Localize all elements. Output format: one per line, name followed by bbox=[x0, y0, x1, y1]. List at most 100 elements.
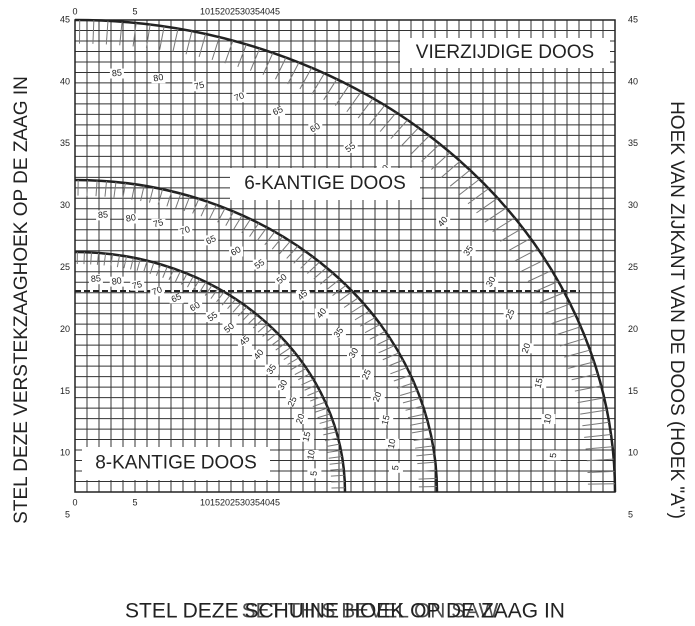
hatch bbox=[105, 20, 109, 45]
angle-label: 55 bbox=[252, 257, 266, 271]
angle-label: 20 bbox=[371, 390, 384, 403]
y-tick-label: 10 bbox=[628, 448, 638, 458]
hatch bbox=[400, 389, 418, 396]
angle-label: 65 bbox=[170, 291, 183, 304]
hatch bbox=[357, 98, 374, 119]
y-tick-label: 30 bbox=[628, 200, 638, 210]
label-bg bbox=[461, 246, 476, 257]
bottom-label: SET THIS BEVEL ON SAW bbox=[242, 600, 499, 623]
y-tick-label: 35 bbox=[628, 138, 638, 148]
angle-label: 85 bbox=[90, 273, 101, 284]
hatch bbox=[159, 26, 165, 50]
arc bbox=[74, 18, 617, 493]
hatch bbox=[405, 405, 424, 411]
angle-label: 5 bbox=[548, 452, 558, 458]
angle-label: 15 bbox=[300, 430, 312, 442]
angle-label: 65 bbox=[271, 104, 284, 117]
hatch bbox=[262, 327, 273, 337]
hatch bbox=[227, 298, 236, 310]
hatch bbox=[249, 222, 260, 237]
hatch bbox=[343, 297, 359, 308]
angle-label: 40 bbox=[314, 306, 328, 320]
hatch bbox=[379, 112, 397, 132]
label-bg bbox=[109, 68, 124, 79]
angle-label: 10 bbox=[305, 449, 317, 461]
hatch bbox=[409, 421, 428, 426]
hatch bbox=[287, 62, 300, 85]
y-tick-label: 40 bbox=[60, 76, 70, 86]
label-bg bbox=[204, 235, 219, 246]
hatch bbox=[162, 266, 168, 278]
hatch bbox=[224, 40, 234, 64]
hatch bbox=[298, 373, 311, 381]
label-bg bbox=[205, 312, 220, 323]
angle-label: 30 bbox=[484, 275, 498, 289]
hatch bbox=[332, 284, 347, 296]
hatch bbox=[349, 303, 365, 315]
hatch bbox=[123, 256, 128, 269]
hatch bbox=[221, 295, 231, 306]
hatch bbox=[119, 21, 123, 46]
angle-label: 60 bbox=[229, 244, 243, 258]
angle-label: 5 bbox=[390, 465, 400, 471]
angle-label: 75 bbox=[152, 217, 164, 229]
hatch bbox=[476, 197, 498, 214]
grid bbox=[74, 19, 616, 493]
hatch bbox=[157, 189, 164, 205]
angle-label: 20 bbox=[520, 342, 533, 355]
hatch bbox=[92, 20, 95, 44]
angle-label: 50 bbox=[222, 321, 236, 335]
label-bg bbox=[130, 280, 145, 291]
angle-label: 75 bbox=[193, 80, 205, 92]
hatch bbox=[103, 253, 107, 266]
hatch bbox=[86, 180, 89, 196]
hatch bbox=[249, 48, 261, 71]
hatch bbox=[580, 409, 607, 415]
label-bg bbox=[388, 462, 403, 473]
angle-label: 25 bbox=[286, 395, 299, 408]
hatch bbox=[317, 413, 331, 419]
label-bg bbox=[109, 276, 124, 287]
hatch bbox=[346, 91, 362, 113]
hatch bbox=[116, 255, 121, 268]
label-bg bbox=[293, 413, 308, 424]
y-tick-label: 25 bbox=[628, 262, 638, 272]
hatch bbox=[122, 182, 126, 199]
label-bg bbox=[252, 349, 267, 360]
hatch bbox=[577, 397, 605, 404]
hatch bbox=[216, 291, 225, 303]
y-tick-label: 45 bbox=[628, 14, 638, 24]
hatch bbox=[323, 431, 337, 436]
hatch bbox=[225, 211, 235, 226]
x-tick-label: 1015202530354045 bbox=[200, 497, 280, 507]
hatch bbox=[136, 258, 141, 271]
label-bg bbox=[532, 378, 547, 389]
hatch bbox=[300, 256, 313, 269]
hatch bbox=[311, 73, 325, 95]
hatch bbox=[283, 352, 296, 361]
hatch bbox=[232, 302, 242, 313]
label-bg bbox=[385, 438, 400, 449]
angle-label: 45 bbox=[295, 288, 309, 302]
hatch bbox=[175, 193, 182, 209]
hatch bbox=[172, 28, 179, 52]
hatch bbox=[324, 437, 339, 442]
label-bg bbox=[347, 348, 362, 359]
y-tick-label: 20 bbox=[60, 324, 70, 334]
label-bg bbox=[314, 308, 329, 319]
label-bg bbox=[151, 73, 166, 84]
label-bg bbox=[546, 450, 561, 461]
hatch bbox=[330, 474, 345, 477]
hatch bbox=[304, 384, 317, 391]
angle-label: 85 bbox=[111, 67, 122, 78]
y-tick-label: 45 bbox=[60, 14, 70, 24]
angle-label: 40 bbox=[436, 215, 450, 229]
hatch bbox=[315, 407, 329, 413]
hatch bbox=[390, 367, 408, 375]
angle-label: 55 bbox=[343, 140, 357, 154]
label-bg bbox=[96, 210, 111, 221]
label-bg bbox=[88, 274, 103, 285]
hatch bbox=[242, 310, 253, 321]
angle-label: 50 bbox=[275, 272, 289, 286]
